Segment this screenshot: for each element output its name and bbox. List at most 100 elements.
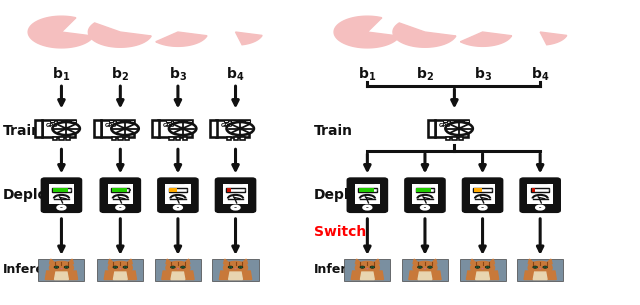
Bar: [402, 259, 448, 281]
Circle shape: [60, 268, 63, 269]
Polygon shape: [431, 259, 437, 264]
Polygon shape: [528, 259, 534, 264]
Polygon shape: [476, 272, 490, 279]
Bar: [209, 120, 216, 137]
Circle shape: [543, 266, 548, 268]
Bar: [223, 184, 248, 204]
Circle shape: [177, 268, 179, 269]
Circle shape: [54, 266, 59, 268]
Polygon shape: [126, 259, 132, 264]
Polygon shape: [162, 271, 194, 279]
Bar: [534, 181, 547, 183]
Text: GPU: GPU: [46, 123, 59, 128]
Text: $\mathbf{b_1}$: $\mathbf{b_1}$: [52, 66, 70, 84]
Circle shape: [421, 206, 429, 210]
Circle shape: [111, 122, 139, 135]
Bar: [229, 181, 242, 183]
Circle shape: [180, 266, 186, 268]
Bar: [125, 137, 129, 140]
Bar: [108, 184, 133, 204]
Circle shape: [428, 266, 433, 268]
Circle shape: [234, 268, 237, 269]
Bar: [173, 120, 178, 122]
Polygon shape: [334, 16, 399, 48]
Circle shape: [417, 266, 422, 268]
Circle shape: [122, 127, 127, 130]
Circle shape: [170, 266, 175, 268]
Bar: [419, 181, 431, 183]
Circle shape: [238, 266, 243, 268]
Text: $\mathbf{b_4}$: $\mathbf{b_4}$: [531, 66, 549, 84]
Text: $\mathbf{b_4}$: $\mathbf{b_4}$: [227, 66, 244, 84]
Polygon shape: [418, 272, 432, 279]
Bar: [188, 120, 192, 122]
Bar: [470, 184, 495, 204]
Bar: [112, 137, 116, 140]
Polygon shape: [546, 259, 552, 264]
Bar: [170, 137, 173, 140]
Polygon shape: [184, 259, 190, 264]
Bar: [123, 120, 127, 122]
Bar: [428, 120, 435, 137]
FancyBboxPatch shape: [216, 179, 255, 212]
Bar: [53, 137, 57, 140]
Bar: [474, 188, 492, 192]
Circle shape: [52, 122, 80, 135]
Circle shape: [365, 206, 370, 209]
Polygon shape: [413, 261, 437, 274]
Circle shape: [59, 206, 64, 209]
Circle shape: [536, 206, 544, 210]
Bar: [549, 189, 550, 191]
Text: Inference: Inference: [314, 264, 380, 276]
Polygon shape: [108, 261, 132, 274]
Bar: [238, 120, 243, 122]
Bar: [49, 184, 74, 204]
Bar: [187, 189, 188, 191]
FancyBboxPatch shape: [158, 120, 191, 137]
Polygon shape: [113, 272, 127, 279]
Polygon shape: [373, 259, 380, 264]
Circle shape: [232, 206, 239, 210]
Bar: [459, 137, 463, 140]
Circle shape: [113, 266, 118, 268]
Bar: [60, 137, 64, 140]
Text: $\mathbf{b_3}$: $\mathbf{b_3}$: [474, 66, 492, 84]
Bar: [416, 188, 434, 192]
Bar: [231, 120, 236, 122]
Circle shape: [123, 266, 128, 268]
Bar: [460, 259, 506, 281]
Bar: [452, 137, 457, 140]
Polygon shape: [467, 271, 499, 279]
Bar: [180, 120, 185, 122]
Polygon shape: [470, 259, 477, 264]
Circle shape: [485, 266, 490, 268]
Bar: [224, 120, 228, 122]
Bar: [476, 181, 489, 183]
Bar: [112, 188, 127, 192]
Text: Inference: Inference: [3, 264, 69, 276]
Bar: [172, 181, 184, 183]
Text: Train: Train: [314, 124, 353, 138]
Bar: [155, 259, 201, 281]
Text: $\mathbf{b_3}$: $\mathbf{b_3}$: [169, 66, 187, 84]
Text: Switch: Switch: [314, 225, 366, 239]
Polygon shape: [470, 261, 495, 274]
Polygon shape: [524, 271, 556, 279]
Polygon shape: [228, 272, 243, 279]
Bar: [355, 184, 380, 204]
Bar: [417, 188, 431, 192]
Bar: [165, 184, 191, 204]
Polygon shape: [67, 259, 74, 264]
Circle shape: [479, 206, 486, 210]
FancyBboxPatch shape: [101, 179, 140, 212]
FancyBboxPatch shape: [463, 179, 502, 212]
Bar: [57, 120, 61, 122]
Polygon shape: [88, 23, 151, 47]
Bar: [344, 259, 390, 281]
Bar: [376, 189, 378, 191]
Circle shape: [481, 268, 484, 269]
Polygon shape: [166, 261, 190, 274]
Circle shape: [360, 266, 365, 268]
Polygon shape: [355, 259, 362, 264]
Polygon shape: [108, 259, 115, 264]
